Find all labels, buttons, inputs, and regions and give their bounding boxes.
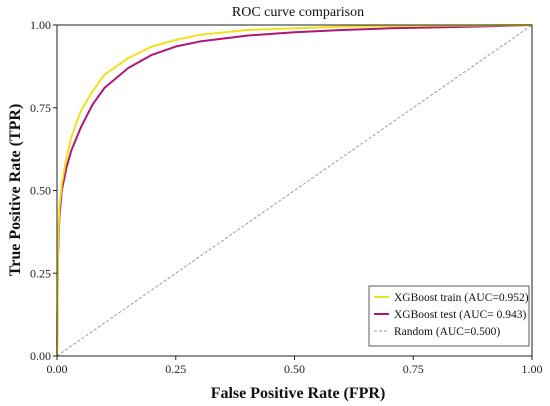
y-tick-label: 0.75 [30, 101, 51, 115]
x-tick-label: 0.00 [47, 362, 68, 376]
legend: XGBoost train (AUC=0.952) XGBoost test (… [368, 285, 530, 347]
series-line-test [56, 24, 533, 357]
series-line-train [56, 24, 533, 357]
y-tick-label: 1.00 [30, 18, 51, 32]
y-tick-label: 0.25 [30, 266, 51, 280]
series-line-random [56, 24, 533, 357]
legend-box [368, 285, 530, 347]
legend-label-train: XGBoost train (AUC=0.952) [394, 292, 529, 304]
y-axis-label: True Positive Rate (TPR) [7, 104, 24, 277]
x-tick-label: 1.00 [522, 362, 543, 376]
y-axis-ticks: 0.00 0.25 0.50 0.75 1.00 [30, 18, 57, 363]
legend-label-test: XGBoost test (AUC= 0.943) [394, 309, 527, 321]
curves-layer [56, 24, 533, 357]
x-tick-label: 0.25 [165, 362, 186, 376]
y-tick-label: 0.50 [30, 184, 51, 198]
y-tick-label: 0.00 [30, 349, 51, 363]
legend-label-random: Random (AUC=0.500) [394, 326, 500, 338]
x-tick-label: 0.75 [403, 362, 424, 376]
x-axis-label: False Positive Rate (FPR) [211, 385, 386, 402]
x-axis-ticks: 0.00 0.25 0.50 0.75 1.00 [47, 356, 543, 376]
x-tick-label: 0.50 [284, 362, 305, 376]
chart-title: ROC curve comparison [232, 5, 364, 20]
